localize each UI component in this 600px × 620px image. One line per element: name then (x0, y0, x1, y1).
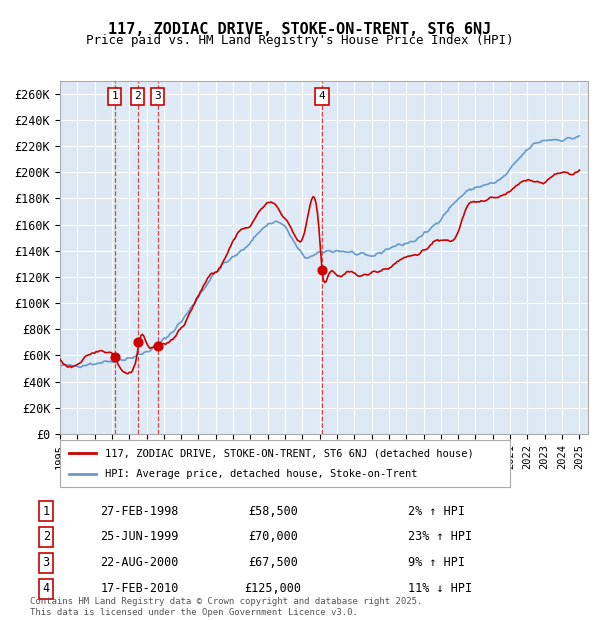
Text: 4: 4 (319, 91, 325, 101)
Text: Price paid vs. HM Land Registry's House Price Index (HPI): Price paid vs. HM Land Registry's House … (86, 34, 514, 47)
Point (317, 265, 326, 275)
Text: 2: 2 (43, 531, 50, 543)
Text: 9% ↑ HPI: 9% ↑ HPI (408, 556, 465, 569)
Text: 22-AUG-2000: 22-AUG-2000 (100, 556, 179, 569)
Text: Contains HM Land Registry data © Crown copyright and database right 2025.
This d: Contains HM Land Registry data © Crown c… (30, 598, 422, 617)
Text: 17-FEB-2010: 17-FEB-2010 (100, 582, 179, 595)
Text: HPI: Average price, detached house, Stoke-on-Trent: HPI: Average price, detached house, Stok… (105, 469, 418, 479)
Text: 25-JUN-1999: 25-JUN-1999 (100, 531, 179, 543)
Text: 117, ZODIAC DRIVE, STOKE-ON-TRENT, ST6 6NJ (detached house): 117, ZODIAC DRIVE, STOKE-ON-TRENT, ST6 6… (105, 448, 474, 458)
Text: 3: 3 (154, 91, 161, 101)
Bar (115, 81, 322, 434)
Text: 23% ↑ HPI: 23% ↑ HPI (408, 531, 472, 543)
Text: 11% ↓ HPI: 11% ↓ HPI (408, 582, 472, 595)
Text: £70,000: £70,000 (248, 531, 298, 543)
Text: 1: 1 (111, 91, 118, 101)
Text: 4: 4 (43, 582, 50, 595)
Text: £58,500: £58,500 (248, 505, 298, 518)
Point (133, 337, 142, 347)
Text: 27-FEB-1998: 27-FEB-1998 (100, 505, 179, 518)
Text: £125,000: £125,000 (245, 582, 302, 595)
Point (110, 352, 119, 362)
Text: 1: 1 (43, 505, 50, 518)
Point (153, 340, 163, 350)
Text: 3: 3 (43, 556, 50, 569)
Text: 2: 2 (134, 91, 141, 101)
Text: £67,500: £67,500 (248, 556, 298, 569)
Text: 2% ↑ HPI: 2% ↑ HPI (408, 505, 465, 518)
Text: 117, ZODIAC DRIVE, STOKE-ON-TRENT, ST6 6NJ: 117, ZODIAC DRIVE, STOKE-ON-TRENT, ST6 6… (109, 22, 491, 37)
